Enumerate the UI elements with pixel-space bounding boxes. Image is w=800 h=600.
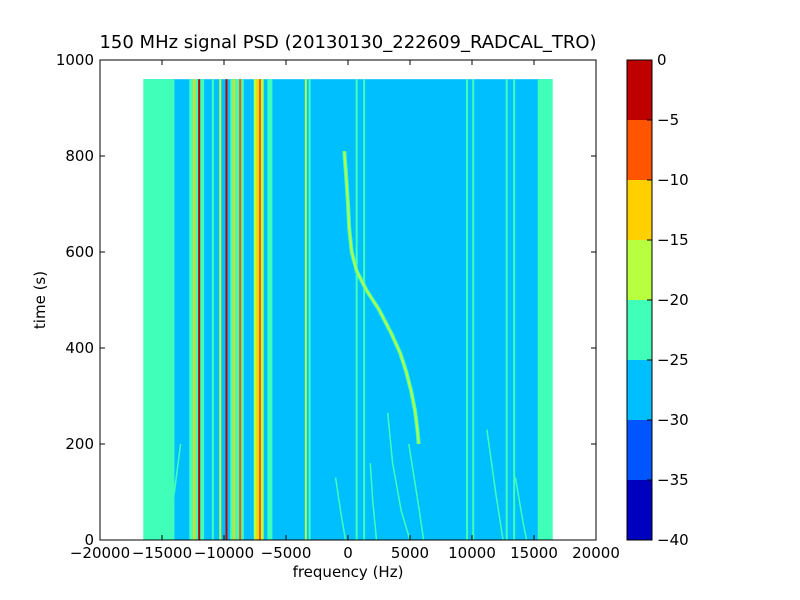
doppler-curve (369, 463, 378, 540)
x-tick-label: 20000 (572, 544, 620, 562)
spectral-band (230, 79, 244, 540)
spectral-line (193, 79, 196, 540)
y-axis-label: time (s) (31, 271, 49, 329)
x-tick-label: −20000 (70, 544, 130, 562)
colorbar-segment (627, 420, 652, 480)
spectral-line (225, 79, 228, 540)
x-tick-label: −15000 (132, 544, 192, 562)
colorbar-segment (627, 120, 652, 180)
colorbar-segment (627, 240, 652, 300)
colorbar-segment (627, 300, 652, 360)
doppler-curve (386, 412, 411, 540)
spectral-line (211, 79, 214, 540)
spectral-line (198, 79, 201, 540)
doppler-curve (408, 443, 425, 540)
spectral-line (355, 79, 358, 540)
x-tick-label: −5000 (261, 544, 312, 562)
doppler-curve (514, 477, 528, 540)
spectral-line (308, 79, 311, 540)
spectral-line (256, 79, 259, 540)
spectral-line (232, 79, 235, 540)
colorbar-segment (627, 480, 652, 540)
colorbar-tick-label: −5 (657, 111, 679, 129)
chart-title: 150 MHz signal PSD (20130130_222609_RADC… (99, 32, 596, 53)
spectral-line (219, 79, 222, 540)
y-axis: 0 200 400 600 800 1000 (56, 51, 596, 549)
colorbar: 0 −5 −10 −15 −20 −25 −30 −35 −40 (626, 51, 689, 549)
colorbar-tick-label: −10 (657, 171, 689, 189)
colorbar-tick-label: −40 (657, 531, 689, 549)
x-axis-label: frequency (Hz) (293, 563, 404, 581)
doppler-curve (164, 443, 182, 540)
doppler-curve (486, 429, 504, 540)
spectral-line (258, 79, 261, 540)
x-tick-label: 10000 (448, 544, 496, 562)
colorbar-segment (627, 60, 652, 120)
spectral-line (304, 79, 307, 540)
doppler-curve (334, 477, 347, 540)
spectrogram-background (143, 79, 553, 540)
y-tick-label: 400 (65, 339, 94, 357)
spectral-line (466, 79, 469, 540)
y-tick-label: 200 (65, 435, 94, 453)
colorbar-tick-label: 0 (657, 51, 667, 69)
x-tick-label: −10000 (194, 544, 254, 562)
x-tick-label: 15000 (510, 544, 558, 562)
colorbar-tick-label: −30 (657, 411, 689, 429)
y-tick-label: 1000 (56, 51, 94, 69)
colorbar-tick-label: −20 (657, 291, 689, 309)
spectral-band (189, 79, 205, 540)
y-tick-label: 0 (84, 531, 94, 549)
y-tick-label: 600 (65, 243, 94, 261)
spectral-band (537, 79, 553, 540)
spectral-line (472, 79, 475, 540)
signal-trace (343, 151, 420, 445)
spectral-line (363, 79, 366, 540)
spectral-band (253, 79, 264, 540)
colorbar-segment (627, 360, 652, 420)
spectrogram (143, 79, 553, 540)
colorbar-tick-label: −15 (657, 231, 689, 249)
x-tick-label: 0 (343, 544, 353, 562)
spectral-line (505, 79, 508, 540)
x-tick-label: 5000 (391, 544, 429, 562)
x-axis: −20000 −15000 −10000 −5000 0 5000 10000 15000 20… (70, 60, 620, 562)
y-tick-label: 800 (65, 147, 94, 165)
spectral-line (239, 79, 242, 540)
spectral-line (513, 79, 516, 540)
spectral-band (143, 79, 175, 540)
colorbar-segment (627, 180, 652, 240)
spectral-band (267, 79, 273, 540)
colorbar-tick-label: −25 (657, 351, 689, 369)
colorbar-tick-label: −35 (657, 471, 689, 489)
